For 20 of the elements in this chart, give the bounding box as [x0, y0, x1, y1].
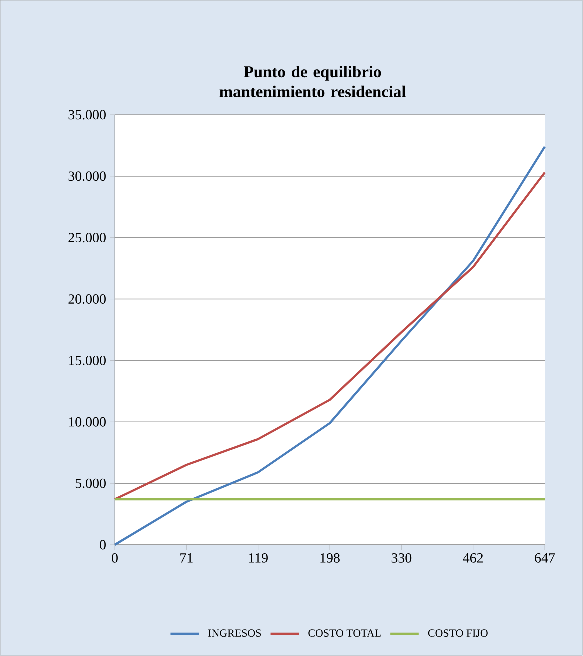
x-tick-label: 198 [320, 553, 340, 563]
y-tick-label: 30.000 [68, 172, 106, 182]
y-tick-label: 5.000 [76, 478, 106, 488]
x-tick-label: 119 [249, 554, 268, 563]
legend-label: INGRESOS [208, 630, 262, 637]
legend-label: COSTO TOTAL [308, 630, 381, 637]
y-tick-label: 35.000 [68, 110, 106, 120]
y-tick-label: 10.000 [69, 417, 106, 427]
x-tick-label: 647 [535, 554, 556, 563]
line-series [114, 172, 546, 501]
chart-title: Punto de equilibrio mantenimiento residencial [220, 66, 406, 98]
x-tick-label: 71 [180, 553, 193, 563]
legend-label: COSTO FIJO [428, 630, 488, 637]
y-tick-label: 25.000 [68, 233, 106, 243]
x-tick-label: 330 [392, 553, 412, 563]
x-tick-label: 0 [112, 553, 118, 563]
y-tick-label: 15.000 [69, 356, 106, 366]
x-tick-label: 462 [463, 554, 484, 563]
y-tick-label: 20.000 [68, 294, 106, 304]
y-tick-label: 0 [100, 540, 106, 550]
